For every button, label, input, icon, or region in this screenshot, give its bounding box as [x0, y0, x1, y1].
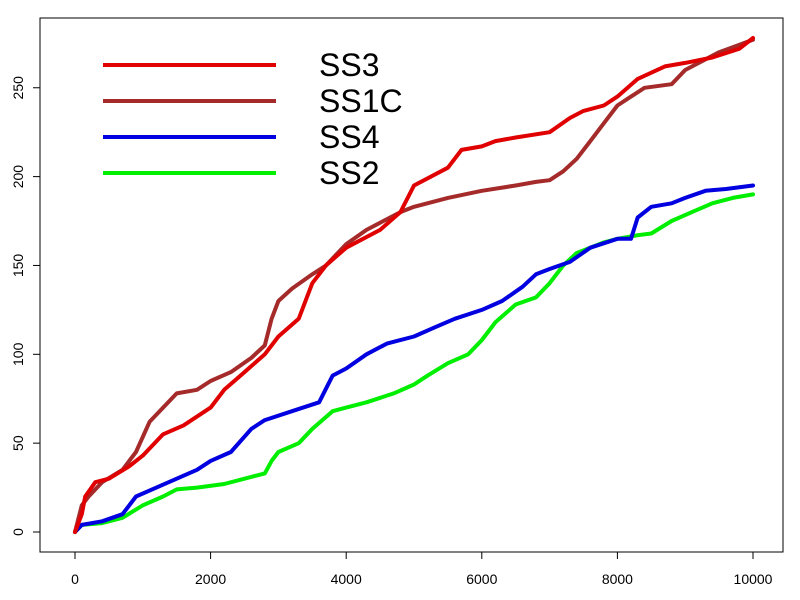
series-line-ss2 [73, 192, 755, 534]
series-line-ss4 [73, 183, 755, 534]
x-tick-label: 4000 [331, 571, 362, 587]
series-line-ss3 [73, 36, 755, 534]
legend-label-ss1c: SS1C [319, 83, 403, 119]
series-lines [73, 36, 755, 534]
legend-label-ss2: SS2 [319, 155, 379, 191]
series-line-ss1c [73, 37, 755, 534]
plot-frame [39, 17, 784, 553]
x-axis: 0 2000 4000 6000 8000 10000 [71, 551, 773, 587]
x-tick-label: 0 [71, 571, 79, 587]
x-tick-label: 2000 [195, 571, 226, 587]
legend-label-ss4: SS4 [319, 119, 379, 155]
y-tick-label: 150 [10, 254, 26, 278]
y-tick-label: 100 [10, 342, 26, 366]
x-tick-label: 10000 [734, 571, 773, 587]
x-tick-label: 6000 [466, 571, 497, 587]
y-tick-label: 200 [10, 165, 26, 189]
y-axis: 0 50 100 150 200 250 [10, 76, 41, 536]
y-tick-label: 250 [10, 76, 26, 100]
legend-label-ss3: SS3 [319, 47, 379, 83]
y-tick-label: 0 [10, 528, 26, 536]
y-tick-label: 50 [10, 435, 26, 451]
x-tick-label: 8000 [602, 571, 633, 587]
